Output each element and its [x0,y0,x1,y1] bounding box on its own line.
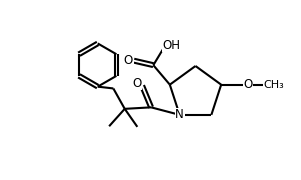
Text: O: O [124,54,133,67]
Text: OH: OH [162,39,180,52]
Text: O: O [244,78,253,91]
Text: CH₃: CH₃ [263,80,284,90]
Text: N: N [175,108,184,121]
Text: O: O [132,77,141,90]
